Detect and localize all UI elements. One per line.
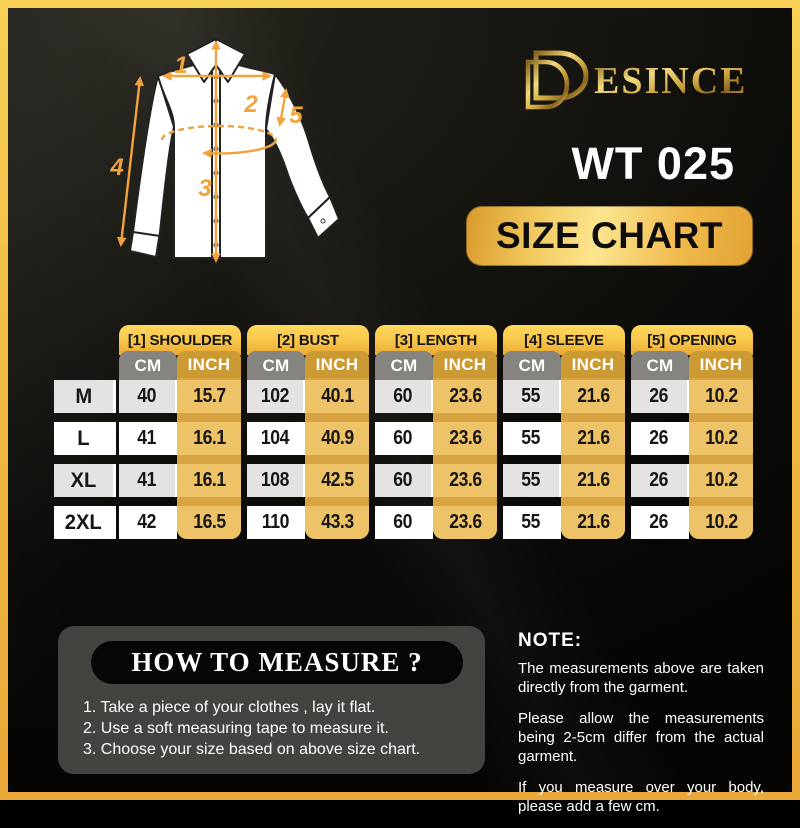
measure-label-4: 4 — [109, 154, 123, 181]
brand-name-text: ESINCE — [594, 60, 748, 102]
cm-value-cell: 55 — [503, 506, 561, 539]
note-title: NOTE: — [518, 630, 583, 651]
cm-value-cell: 60 — [375, 422, 433, 455]
cm-value-cell: 104 — [247, 422, 305, 455]
cm-value-cell: 102 — [247, 380, 305, 413]
opening-arrow — [276, 88, 290, 127]
inch-unit-header: INCH — [177, 351, 241, 378]
shirt-illustration: 1 2 3 4 5 — [109, 38, 340, 263]
logo-d-monogram-icon — [525, 50, 589, 110]
bust-ellipse-dashed — [160, 124, 278, 141]
right-cuff — [307, 196, 340, 239]
how-to-measure-title: HOW TO MEASURE ? — [131, 647, 423, 677]
inch-value-cell: 10.2 — [689, 506, 753, 539]
inch-value-cell: 23.6 — [433, 380, 497, 413]
sleeve-arrow — [117, 76, 144, 247]
inch-value-cell: 40.9 — [305, 422, 369, 455]
inch-value-cell: 16.1 — [177, 422, 241, 455]
cm-value-cell: 60 — [375, 464, 433, 497]
inch-value-cell: 23.6 — [433, 506, 497, 539]
cm-value-cell: 42 — [119, 506, 177, 539]
shirt-measurement-diagram: 1 2 3 4 5 — [103, 35, 340, 270]
cm-value-cell: 55 — [503, 380, 561, 413]
inch-value-cell: 16.5 — [177, 506, 241, 539]
inch-value-cell: 43.3 — [305, 506, 369, 539]
measure-label-2: 2 — [243, 91, 258, 118]
column-group-header: [2] BUST — [247, 325, 369, 355]
size-row-label: L — [54, 422, 116, 455]
inch-unit-header: INCH — [433, 351, 497, 378]
inch-value-cell: 15.7 — [177, 380, 241, 413]
step-3: 3. Choose your size based on above size … — [83, 741, 421, 758]
cm-value-cell: 41 — [119, 422, 177, 455]
inch-unit-header: INCH — [561, 351, 625, 378]
cm-value-cell: 108 — [247, 464, 305, 497]
inch-value-cell: 21.6 — [561, 422, 625, 455]
inch-value-cell: 10.2 — [689, 380, 753, 413]
how-to-measure-panel: HOW TO MEASURE ? 1. Take a piece of your… — [58, 626, 485, 774]
column-group-header: [5] OPENING — [631, 325, 753, 355]
column-group-header: [3] LENGTH — [375, 325, 497, 355]
cm-value-cell: 40 — [119, 380, 177, 413]
right-sleeve — [265, 73, 331, 219]
cm-value-cell: 55 — [503, 422, 561, 455]
how-to-measure-title-pill: HOW TO MEASURE ? — [91, 641, 463, 684]
note-paragraph-2: Please allow the measurements being 2-5c… — [518, 710, 764, 765]
cm-unit-header: CM — [375, 351, 433, 380]
cm-value-cell: 41 — [119, 464, 177, 497]
inch-unit-header: INCH — [305, 351, 369, 378]
cm-unit-header: CM — [503, 351, 561, 380]
measure-label-5: 5 — [289, 102, 303, 129]
cm-value-cell: 26 — [631, 506, 689, 539]
measure-label-3: 3 — [198, 175, 212, 202]
size-row-label: XL — [54, 464, 116, 497]
cm-value-cell: 60 — [375, 506, 433, 539]
card-background: 1 2 3 4 5 — [8, 8, 792, 815]
cm-value-cell: 60 — [375, 380, 433, 413]
note-paragraph-3: If you measure over your body, please ad… — [518, 779, 764, 815]
inch-value-cell: 21.6 — [561, 380, 625, 413]
cm-value-cell: 26 — [631, 422, 689, 455]
cm-value-cell: 26 — [631, 464, 689, 497]
inch-value-cell: 23.6 — [433, 422, 497, 455]
cm-unit-header: CM — [631, 351, 689, 380]
size-chart-badge-label: SIZE CHART — [496, 215, 723, 256]
brand-logo: ESINCE — [506, 46, 766, 126]
inch-value-cell: 21.6 — [561, 464, 625, 497]
note-block: NOTE: The measurements above are taken d… — [518, 630, 764, 828]
cm-value-cell: 26 — [631, 380, 689, 413]
inch-value-cell: 10.2 — [689, 464, 753, 497]
size-chart-badge: SIZE CHART — [466, 206, 753, 266]
inch-unit-header: INCH — [689, 351, 753, 378]
size-chart-table: [1] SHOULDER CM INCH [2] BUST CM INCH [3] LENG… — [54, 325, 755, 539]
cm-unit-header: CM — [119, 351, 177, 380]
how-to-measure-steps: 1. Take a piece of your clothes , lay it… — [83, 697, 473, 760]
cm-unit-header: CM — [247, 351, 305, 380]
cm-value-cell: 110 — [247, 506, 305, 539]
size-row-label: M — [54, 380, 116, 413]
product-code: WT 025 — [571, 138, 735, 189]
column-group-header: [1] SHOULDER — [119, 325, 241, 355]
step-1: 1. Take a piece of your clothes , lay it… — [83, 699, 376, 716]
brand-logo-svg: ESINCE — [525, 50, 748, 110]
inch-value-cell: 21.6 — [561, 506, 625, 539]
inch-value-cell: 10.2 — [689, 422, 753, 455]
measure-label-1: 1 — [174, 52, 187, 79]
cm-value-cell: 55 — [503, 464, 561, 497]
bust-ellipse-arrow — [202, 139, 278, 159]
step-2: 2. Use a soft measuring tape to measure … — [83, 720, 389, 737]
size-row-label: 2XL — [54, 506, 116, 539]
note-paragraph-1: The measurements above are taken directl… — [518, 660, 764, 696]
inch-value-cell: 40.1 — [305, 380, 369, 413]
inch-value-cell: 42.5 — [305, 464, 369, 497]
inch-value-cell: 16.1 — [177, 464, 241, 497]
column-group-header: [4] SLEEVE — [503, 325, 625, 355]
inch-value-cell: 23.6 — [433, 464, 497, 497]
